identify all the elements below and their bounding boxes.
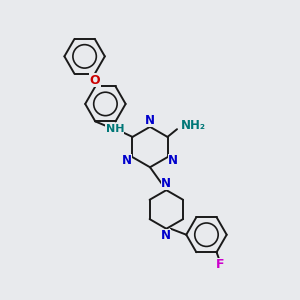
Text: H: H [195,121,204,130]
Text: O: O [90,74,100,87]
Text: F: F [216,258,224,271]
Text: N: N [161,229,171,242]
Text: NH₂: NH₂ [181,119,206,132]
Text: N: N [122,154,132,167]
Text: NH: NH [182,121,201,130]
Text: N: N [161,177,171,190]
Text: N: N [145,114,155,127]
Text: N: N [168,154,178,167]
Text: NH: NH [106,124,124,134]
